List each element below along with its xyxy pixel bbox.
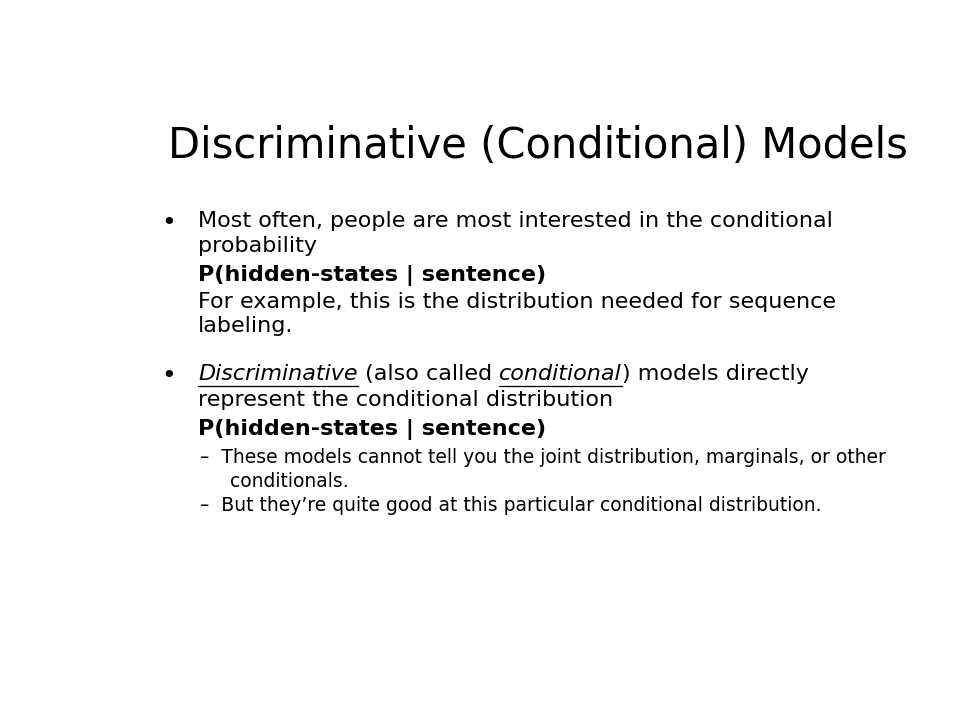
Text: •: •: [161, 364, 176, 387]
Text: probability: probability: [198, 236, 317, 256]
Text: Discriminative (Conditional) Models: Discriminative (Conditional) Models: [168, 125, 908, 167]
Text: conditional: conditional: [499, 364, 622, 384]
Text: Most often, people are most interested in the conditional: Most often, people are most interested i…: [198, 211, 833, 231]
Text: (also called: (also called: [358, 364, 499, 384]
Text: –  These models cannot tell you the joint distribution, marginals, or other: – These models cannot tell you the joint…: [201, 448, 886, 467]
Text: P(hidden-states | sentence): P(hidden-states | sentence): [198, 265, 546, 286]
Text: P(hidden-states | sentence): P(hidden-states | sentence): [198, 419, 546, 440]
Text: Discriminative: Discriminative: [198, 364, 358, 384]
Text: For example, this is the distribution needed for sequence: For example, this is the distribution ne…: [198, 292, 836, 312]
Text: conditionals.: conditionals.: [230, 472, 348, 491]
Text: ) models directly: ) models directly: [622, 364, 808, 384]
Text: •: •: [161, 211, 176, 235]
Text: –  But they’re quite good at this particular conditional distribution.: – But they’re quite good at this particu…: [201, 495, 822, 515]
Text: represent the conditional distribution: represent the conditional distribution: [198, 390, 613, 410]
Text: labeling.: labeling.: [198, 317, 294, 336]
